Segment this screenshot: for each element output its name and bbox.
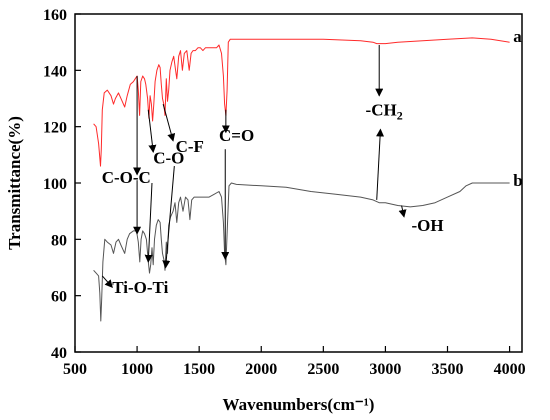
- x-tick-label: 1500: [183, 361, 215, 378]
- annotation-label: -OH: [411, 216, 443, 235]
- y-tick-label: 120: [43, 120, 67, 137]
- x-tick-label: 2500: [307, 361, 339, 378]
- plot-area: C-O-CC-OC-F C=O -CH2 -OH Ti-O-Ti a b: [74, 13, 523, 353]
- x-axis-title: Wavenumbers(cm⁻¹): [223, 395, 375, 414]
- annotation-arrow: [101, 275, 113, 288]
- annotation-label: C-F: [176, 137, 204, 156]
- annotation-arrow: [162, 104, 176, 142]
- annotation-arrow: [162, 166, 175, 269]
- annotation-arrows: [101, 44, 407, 288]
- y-tick-label: 80: [51, 232, 67, 249]
- x-tick-label: 4000: [494, 361, 526, 378]
- y-tick-label: 40: [51, 345, 67, 362]
- annotation-arrow: [147, 109, 157, 154]
- annotation-label: Ti-O-Ti: [112, 278, 168, 297]
- series-line-b: [93, 182, 510, 322]
- y-tick-label: 100: [43, 176, 67, 193]
- y-tick-label: 60: [51, 289, 67, 306]
- annotation-label: b: [513, 171, 522, 190]
- annotation-label: C-O-C: [102, 168, 151, 187]
- series-line-a: [93, 37, 510, 167]
- annotation-label: a: [513, 27, 522, 46]
- annotation-arrow: [398, 205, 407, 218]
- x-tick-label: 3000: [369, 361, 401, 378]
- y-axis-title: Transmittance(%): [5, 116, 24, 250]
- x-tick-label: 2000: [245, 361, 277, 378]
- annotation-arrow: [376, 128, 385, 200]
- annotation-label: -CH2: [366, 100, 403, 122]
- y-tick-label: 160: [43, 7, 67, 24]
- annotation-label: C=O: [219, 126, 254, 145]
- x-tick-label: 3500: [432, 361, 464, 378]
- y-tick-label: 140: [43, 63, 67, 80]
- annotation-arrow: [144, 182, 153, 263]
- x-tick-label: 1000: [121, 361, 153, 378]
- x-tick-label: 500: [63, 361, 87, 378]
- annotation-label: C-O: [153, 148, 184, 167]
